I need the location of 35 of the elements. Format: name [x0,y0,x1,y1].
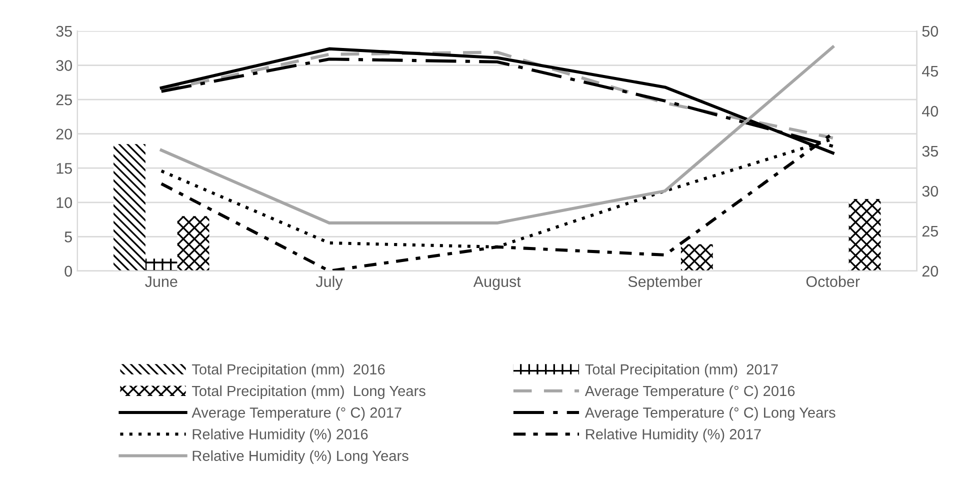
legend-label: Total Precipitation (mm) 2017 [585,364,778,378]
x-tick-label: October [806,276,860,288]
legend-label: Average Temperature (° C) 2017 [192,407,402,421]
y2-tick-label: 20 [922,266,938,277]
y-tick-label: 20 [56,128,72,140]
y2-tick-label: 50 [922,26,938,37]
legend-label: Relative Humidity (%) Long Years [192,450,408,464]
y-tick-label: 10 [56,197,72,208]
legend-label: Relative Humidity (%) 2017 [586,428,761,442]
x-tick-label: September [628,276,702,290]
y2-tick-label: 45 [922,66,938,77]
legend-label: Average Temperature (° C) Long Years [584,407,836,421]
x-tick-label: August [473,276,521,290]
bar [680,244,713,271]
legend-label: Average Temperature (° C) 2016 [584,385,795,400]
bar [145,258,178,271]
legend-label: Total Precipitation (mm) Long Years [192,385,426,400]
legend-label: Relative Humidity (%) 2016 [192,428,368,442]
y2-tick-label: 40 [922,106,938,117]
bar [114,144,146,271]
y2-tick-label: 35 [922,146,938,157]
y-tick-label: 0 [64,266,72,277]
x-tick-label: June [145,276,178,288]
bar [848,198,881,271]
y-tick-label: 5 [64,232,72,242]
y-tick-label: 30 [56,60,72,71]
y-tick-label: 35 [56,26,72,37]
y-tick-label: 25 [56,94,72,106]
y2-tick-label: 25 [922,226,938,237]
legend-label: Total Precipitation (mm) 2016 [192,364,385,378]
bar [177,216,210,271]
x-tick-label: July [316,276,343,290]
y-tick-label: 15 [56,163,72,174]
y2-tick-label: 30 [922,186,938,197]
line-series [160,45,834,224]
